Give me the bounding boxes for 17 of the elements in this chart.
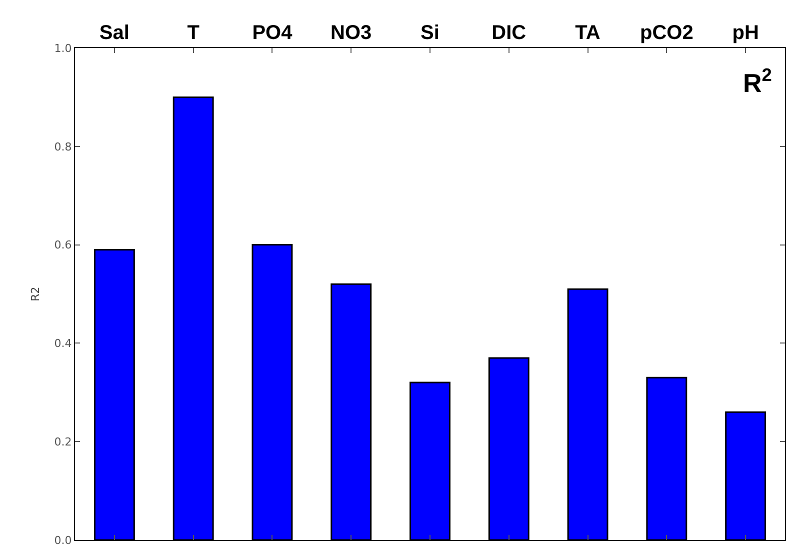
y-tick-label: 0.8 <box>54 140 72 154</box>
x-tick-label: NO3 <box>330 22 372 44</box>
x-tick-label: PO4 <box>252 22 294 44</box>
y-tick-label: 1.0 <box>54 42 72 55</box>
y-tick-label: 0.6 <box>54 238 72 252</box>
annotation: R$^{2}$ <box>743 65 772 98</box>
y-tick-label: 0.2 <box>54 435 72 448</box>
x-tick-label: pH <box>732 22 759 44</box>
y-tick-label: 0.4 <box>54 337 72 350</box>
x-tick-label: Si <box>420 22 440 44</box>
y-axis-title: R2 <box>28 286 42 302</box>
x-tick-label: DIC <box>492 22 526 44</box>
x-tick-label: T <box>187 22 200 44</box>
x-tick-label: Sal <box>99 22 130 44</box>
x-tick-label: pCO2 <box>640 22 694 44</box>
x-tick-label: TA <box>575 22 600 44</box>
y-tick-label: 0.0 <box>54 534 72 547</box>
